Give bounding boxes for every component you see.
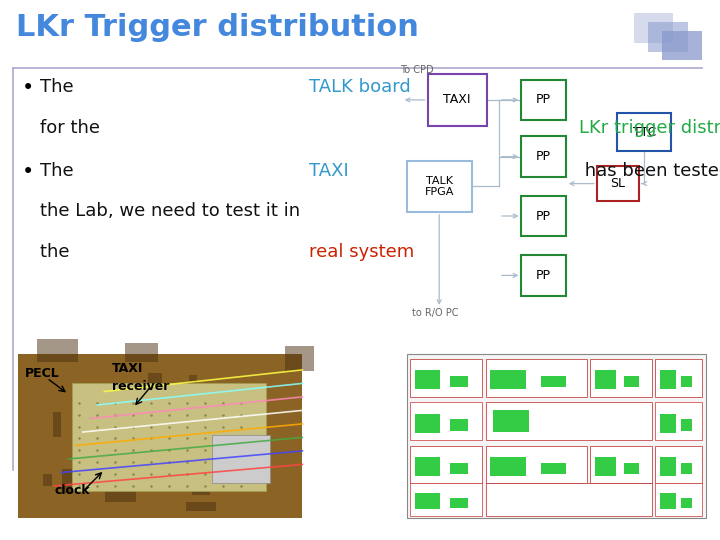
Bar xyxy=(681,376,693,388)
Bar xyxy=(660,493,676,509)
Text: The: The xyxy=(40,162,79,180)
Bar xyxy=(428,74,487,126)
Bar xyxy=(490,370,526,389)
Bar xyxy=(618,113,671,151)
Bar xyxy=(410,359,482,397)
Bar xyxy=(486,359,587,397)
Bar xyxy=(590,359,652,397)
Bar xyxy=(681,420,693,431)
Bar xyxy=(410,446,482,483)
Text: TAXI: TAXI xyxy=(112,362,143,375)
Bar xyxy=(595,457,616,476)
Bar xyxy=(174,466,215,488)
Bar xyxy=(104,488,137,502)
Bar xyxy=(681,498,693,508)
Bar xyxy=(186,502,215,511)
Text: LKr Trigger distribution: LKr Trigger distribution xyxy=(16,14,419,43)
Bar xyxy=(624,376,639,388)
Text: TAXI: TAXI xyxy=(444,93,471,106)
Text: •: • xyxy=(22,162,34,182)
Bar xyxy=(655,359,702,397)
Bar xyxy=(490,457,526,476)
Text: receiver: receiver xyxy=(112,380,169,393)
Bar xyxy=(450,376,468,388)
Bar xyxy=(255,474,269,483)
Text: PP: PP xyxy=(536,93,551,106)
Bar xyxy=(72,383,266,491)
Bar xyxy=(521,137,566,177)
Bar xyxy=(91,393,110,409)
Text: TALK
FPGA: TALK FPGA xyxy=(425,176,454,197)
Bar xyxy=(407,160,472,212)
Bar xyxy=(450,420,468,431)
Text: PP: PP xyxy=(536,269,551,282)
Bar xyxy=(655,446,702,483)
Bar xyxy=(655,483,702,516)
Text: has been tested in: has been tested in xyxy=(579,162,720,180)
Text: TALK board: TALK board xyxy=(309,78,411,96)
Text: To CPD: To CPD xyxy=(400,65,433,75)
Bar xyxy=(410,402,482,440)
Text: to R/O PC: to R/O PC xyxy=(412,308,459,318)
Bar xyxy=(415,370,440,389)
Text: the Lab, we need to test it in: the Lab, we need to test it in xyxy=(40,202,300,220)
Bar xyxy=(450,498,468,508)
Bar xyxy=(415,457,440,476)
Bar xyxy=(125,343,158,362)
Text: the: the xyxy=(40,243,75,261)
Bar xyxy=(43,474,52,486)
Text: TTC: TTC xyxy=(633,126,656,139)
Text: PP: PP xyxy=(536,210,551,222)
Text: TAXI: TAXI xyxy=(309,162,349,180)
Text: clock: clock xyxy=(54,484,89,497)
Bar xyxy=(624,462,639,474)
Text: PP: PP xyxy=(536,150,551,163)
Bar xyxy=(590,446,652,483)
Bar xyxy=(148,373,162,389)
Bar xyxy=(37,339,78,362)
Bar xyxy=(660,457,676,476)
Bar xyxy=(285,346,314,371)
Bar xyxy=(595,370,616,389)
Bar xyxy=(541,376,566,388)
Bar xyxy=(660,414,676,433)
Text: real system: real system xyxy=(309,243,415,261)
Bar xyxy=(541,462,566,474)
Bar xyxy=(486,402,652,440)
Bar xyxy=(521,195,566,237)
Bar xyxy=(212,435,270,483)
Bar xyxy=(53,412,61,437)
Text: LKr trigger distribution: LKr trigger distribution xyxy=(579,119,720,137)
Bar xyxy=(410,483,482,516)
Text: •: • xyxy=(22,78,34,98)
Bar xyxy=(104,420,127,432)
Bar xyxy=(521,255,566,296)
Bar xyxy=(681,462,693,474)
Bar xyxy=(634,14,673,43)
Bar xyxy=(655,402,702,440)
Text: for the: for the xyxy=(40,119,105,137)
Text: The: The xyxy=(40,78,79,96)
Text: PECL: PECL xyxy=(25,367,60,380)
Bar xyxy=(192,482,210,495)
Bar xyxy=(407,354,706,518)
Text: SL: SL xyxy=(611,177,625,190)
Bar xyxy=(521,80,566,120)
Bar xyxy=(486,483,652,516)
Bar xyxy=(18,354,302,518)
Bar xyxy=(660,370,676,389)
Bar xyxy=(63,469,72,492)
Bar xyxy=(450,462,468,474)
Bar xyxy=(415,493,440,509)
Bar xyxy=(493,410,529,432)
Bar xyxy=(189,375,197,402)
Bar xyxy=(486,446,587,483)
Bar xyxy=(415,414,440,433)
Bar xyxy=(662,31,702,60)
Bar xyxy=(648,22,688,52)
Bar xyxy=(597,166,639,201)
